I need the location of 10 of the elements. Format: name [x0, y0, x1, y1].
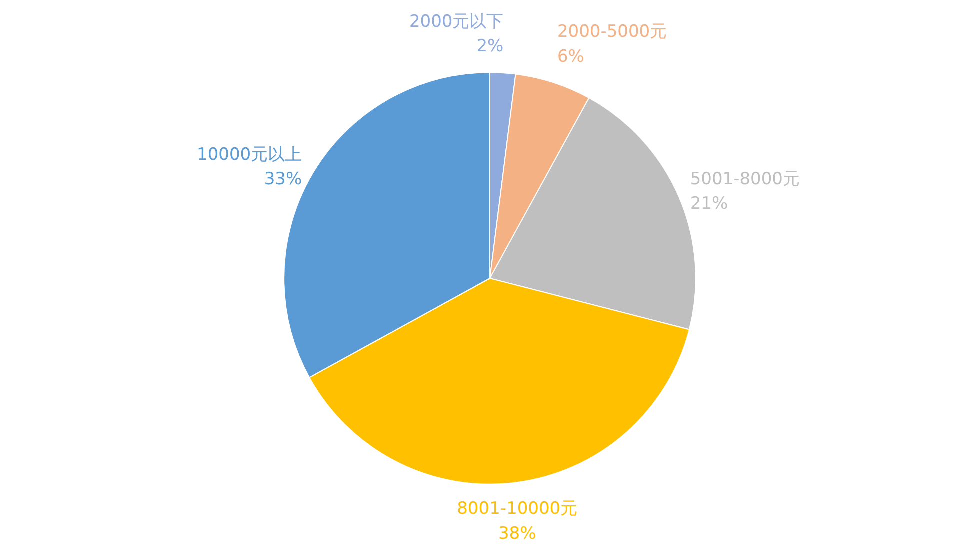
- data-label: 21%: [690, 194, 728, 214]
- data-label: 38%: [498, 524, 536, 544]
- data-label: 6%: [557, 46, 584, 67]
- slice-label: 2000元以下: [409, 12, 504, 32]
- data-label: 33%: [264, 170, 302, 190]
- slice-label: 8001-10000元: [457, 499, 578, 520]
- slice-label: 5001-8000元: [690, 169, 800, 190]
- slice-label: 2000-5000元: [557, 22, 668, 42]
- slice-label: 10000元以上: [197, 145, 302, 166]
- data-label: 2%: [476, 36, 504, 57]
